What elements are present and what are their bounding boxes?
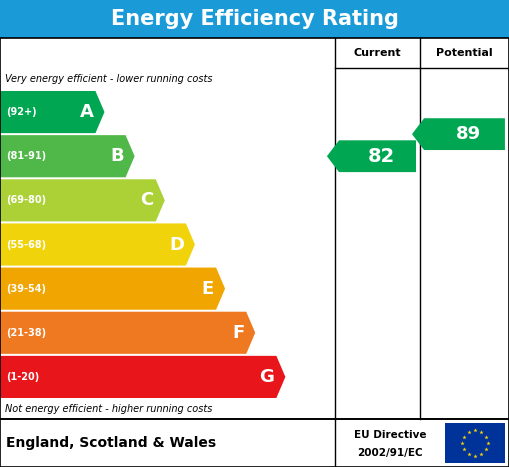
Text: 2002/91/EC: 2002/91/EC xyxy=(357,447,423,458)
Text: (92+): (92+) xyxy=(6,107,37,117)
Polygon shape xyxy=(0,311,255,354)
Polygon shape xyxy=(327,140,416,172)
Text: Energy Efficiency Rating: Energy Efficiency Rating xyxy=(110,9,399,29)
Bar xyxy=(445,423,505,463)
Polygon shape xyxy=(0,268,225,310)
Text: Very energy efficient - lower running costs: Very energy efficient - lower running co… xyxy=(5,74,212,84)
Text: (21-38): (21-38) xyxy=(6,328,46,338)
Text: C: C xyxy=(140,191,154,209)
Text: Current: Current xyxy=(354,48,401,58)
Text: 89: 89 xyxy=(456,125,481,143)
Polygon shape xyxy=(0,179,165,221)
Text: D: D xyxy=(169,235,184,254)
Polygon shape xyxy=(0,356,286,398)
Bar xyxy=(0,0,509,38)
Text: (39-54): (39-54) xyxy=(6,283,46,294)
Text: Not energy efficient - higher running costs: Not energy efficient - higher running co… xyxy=(5,404,212,414)
Polygon shape xyxy=(0,135,134,177)
Text: (1-20): (1-20) xyxy=(6,372,39,382)
Text: E: E xyxy=(202,280,214,297)
Text: (81-91): (81-91) xyxy=(6,151,46,161)
Text: A: A xyxy=(79,103,94,121)
Text: Potential: Potential xyxy=(436,48,493,58)
Polygon shape xyxy=(0,223,195,266)
Text: (69-80): (69-80) xyxy=(6,195,46,205)
Bar xyxy=(0,419,509,467)
Text: England, Scotland & Wales: England, Scotland & Wales xyxy=(6,436,216,450)
Text: F: F xyxy=(232,324,244,342)
Text: 82: 82 xyxy=(367,147,395,166)
Text: G: G xyxy=(260,368,274,386)
Polygon shape xyxy=(412,118,505,150)
Text: EU Directive: EU Directive xyxy=(354,430,426,440)
Polygon shape xyxy=(0,91,104,133)
Bar xyxy=(0,38,509,419)
Text: (55-68): (55-68) xyxy=(6,240,46,249)
Text: B: B xyxy=(110,147,124,165)
